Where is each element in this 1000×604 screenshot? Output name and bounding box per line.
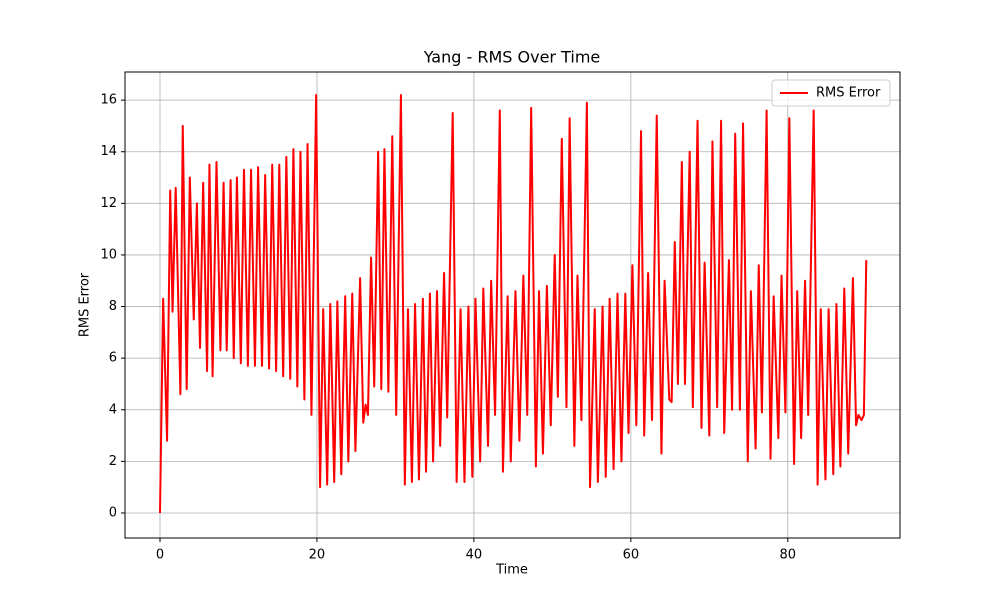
y-tick-label: 0 [109, 505, 117, 520]
y-tick-label: 14 [100, 144, 117, 159]
plot-frame [124, 71, 901, 539]
legend-box [771, 79, 891, 107]
x-tick-label: 20 [309, 548, 326, 563]
data-line [159, 93, 868, 513]
x-tick-label: 0 [156, 548, 164, 563]
x-tick-label: 60 [623, 548, 640, 563]
y-tick-label: 10 [100, 247, 117, 262]
y-tick-label: 12 [100, 196, 117, 211]
y-tick-label: 16 [100, 93, 117, 108]
y-tick-label: 6 [109, 351, 117, 366]
y-axis-label: RMS Error [78, 272, 93, 337]
y-tick-label: 4 [109, 402, 117, 417]
y-tick-label: 2 [109, 454, 117, 469]
x-axis-label: Time [495, 563, 528, 578]
x-tick-label: 80 [780, 548, 797, 563]
y-tick-label: 8 [109, 299, 117, 314]
chart-title: Yang - RMS Over Time [423, 48, 601, 67]
x-tick-label: 40 [466, 548, 483, 563]
legend-label: RMS Error [816, 86, 881, 101]
